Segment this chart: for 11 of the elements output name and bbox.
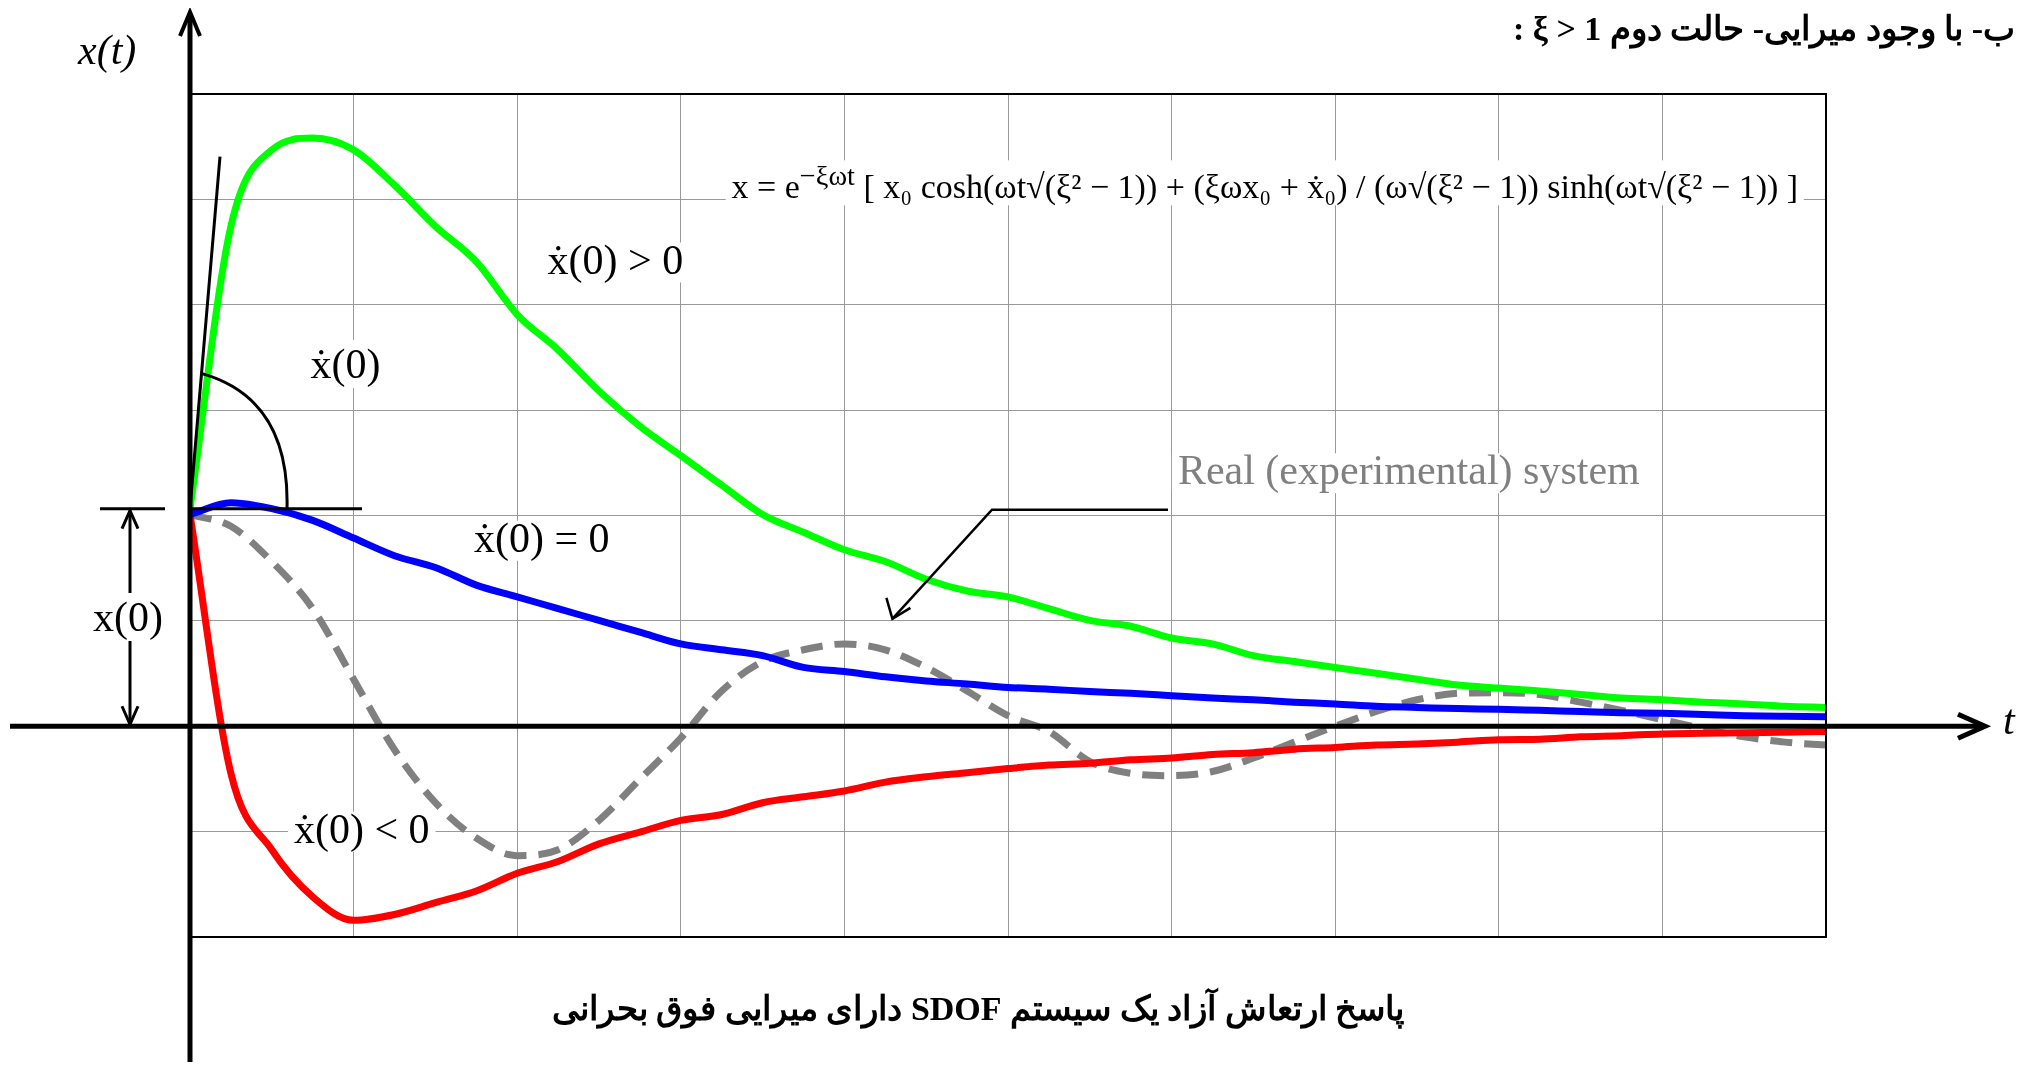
series-label: ẋ(0) < 0 xyxy=(293,805,430,853)
annotation: x = e$^{−ξωt}$ [ x₀ cosh(ωt√(ξ² − 1)) + (ξωx₀ + ẋ₀) / (ω√(ξ² − 1)) sinh(ωt√(ξ² − 1)) ] xyxy=(725,159,1805,206)
x-axis-title: t xyxy=(2003,696,2015,745)
y-axis-title: x(t) xyxy=(78,26,137,74)
text: Real (experimental) system xyxy=(1177,447,1641,495)
series-label: ẋ(0) > 0 xyxy=(547,236,684,284)
chart-title: ب- با وجود میرایی- حالت دوم ξ > 1 : xyxy=(1512,9,2015,48)
series-label: ẋ(0) = 0 xyxy=(473,514,610,562)
text: پاسخ ارتعاش آزاد یک سیستم SDOF دارای میرایی فوق بحرانی xyxy=(550,988,1406,1028)
annotation: ẋ(0) xyxy=(304,339,387,388)
text: x(0) xyxy=(87,593,169,642)
